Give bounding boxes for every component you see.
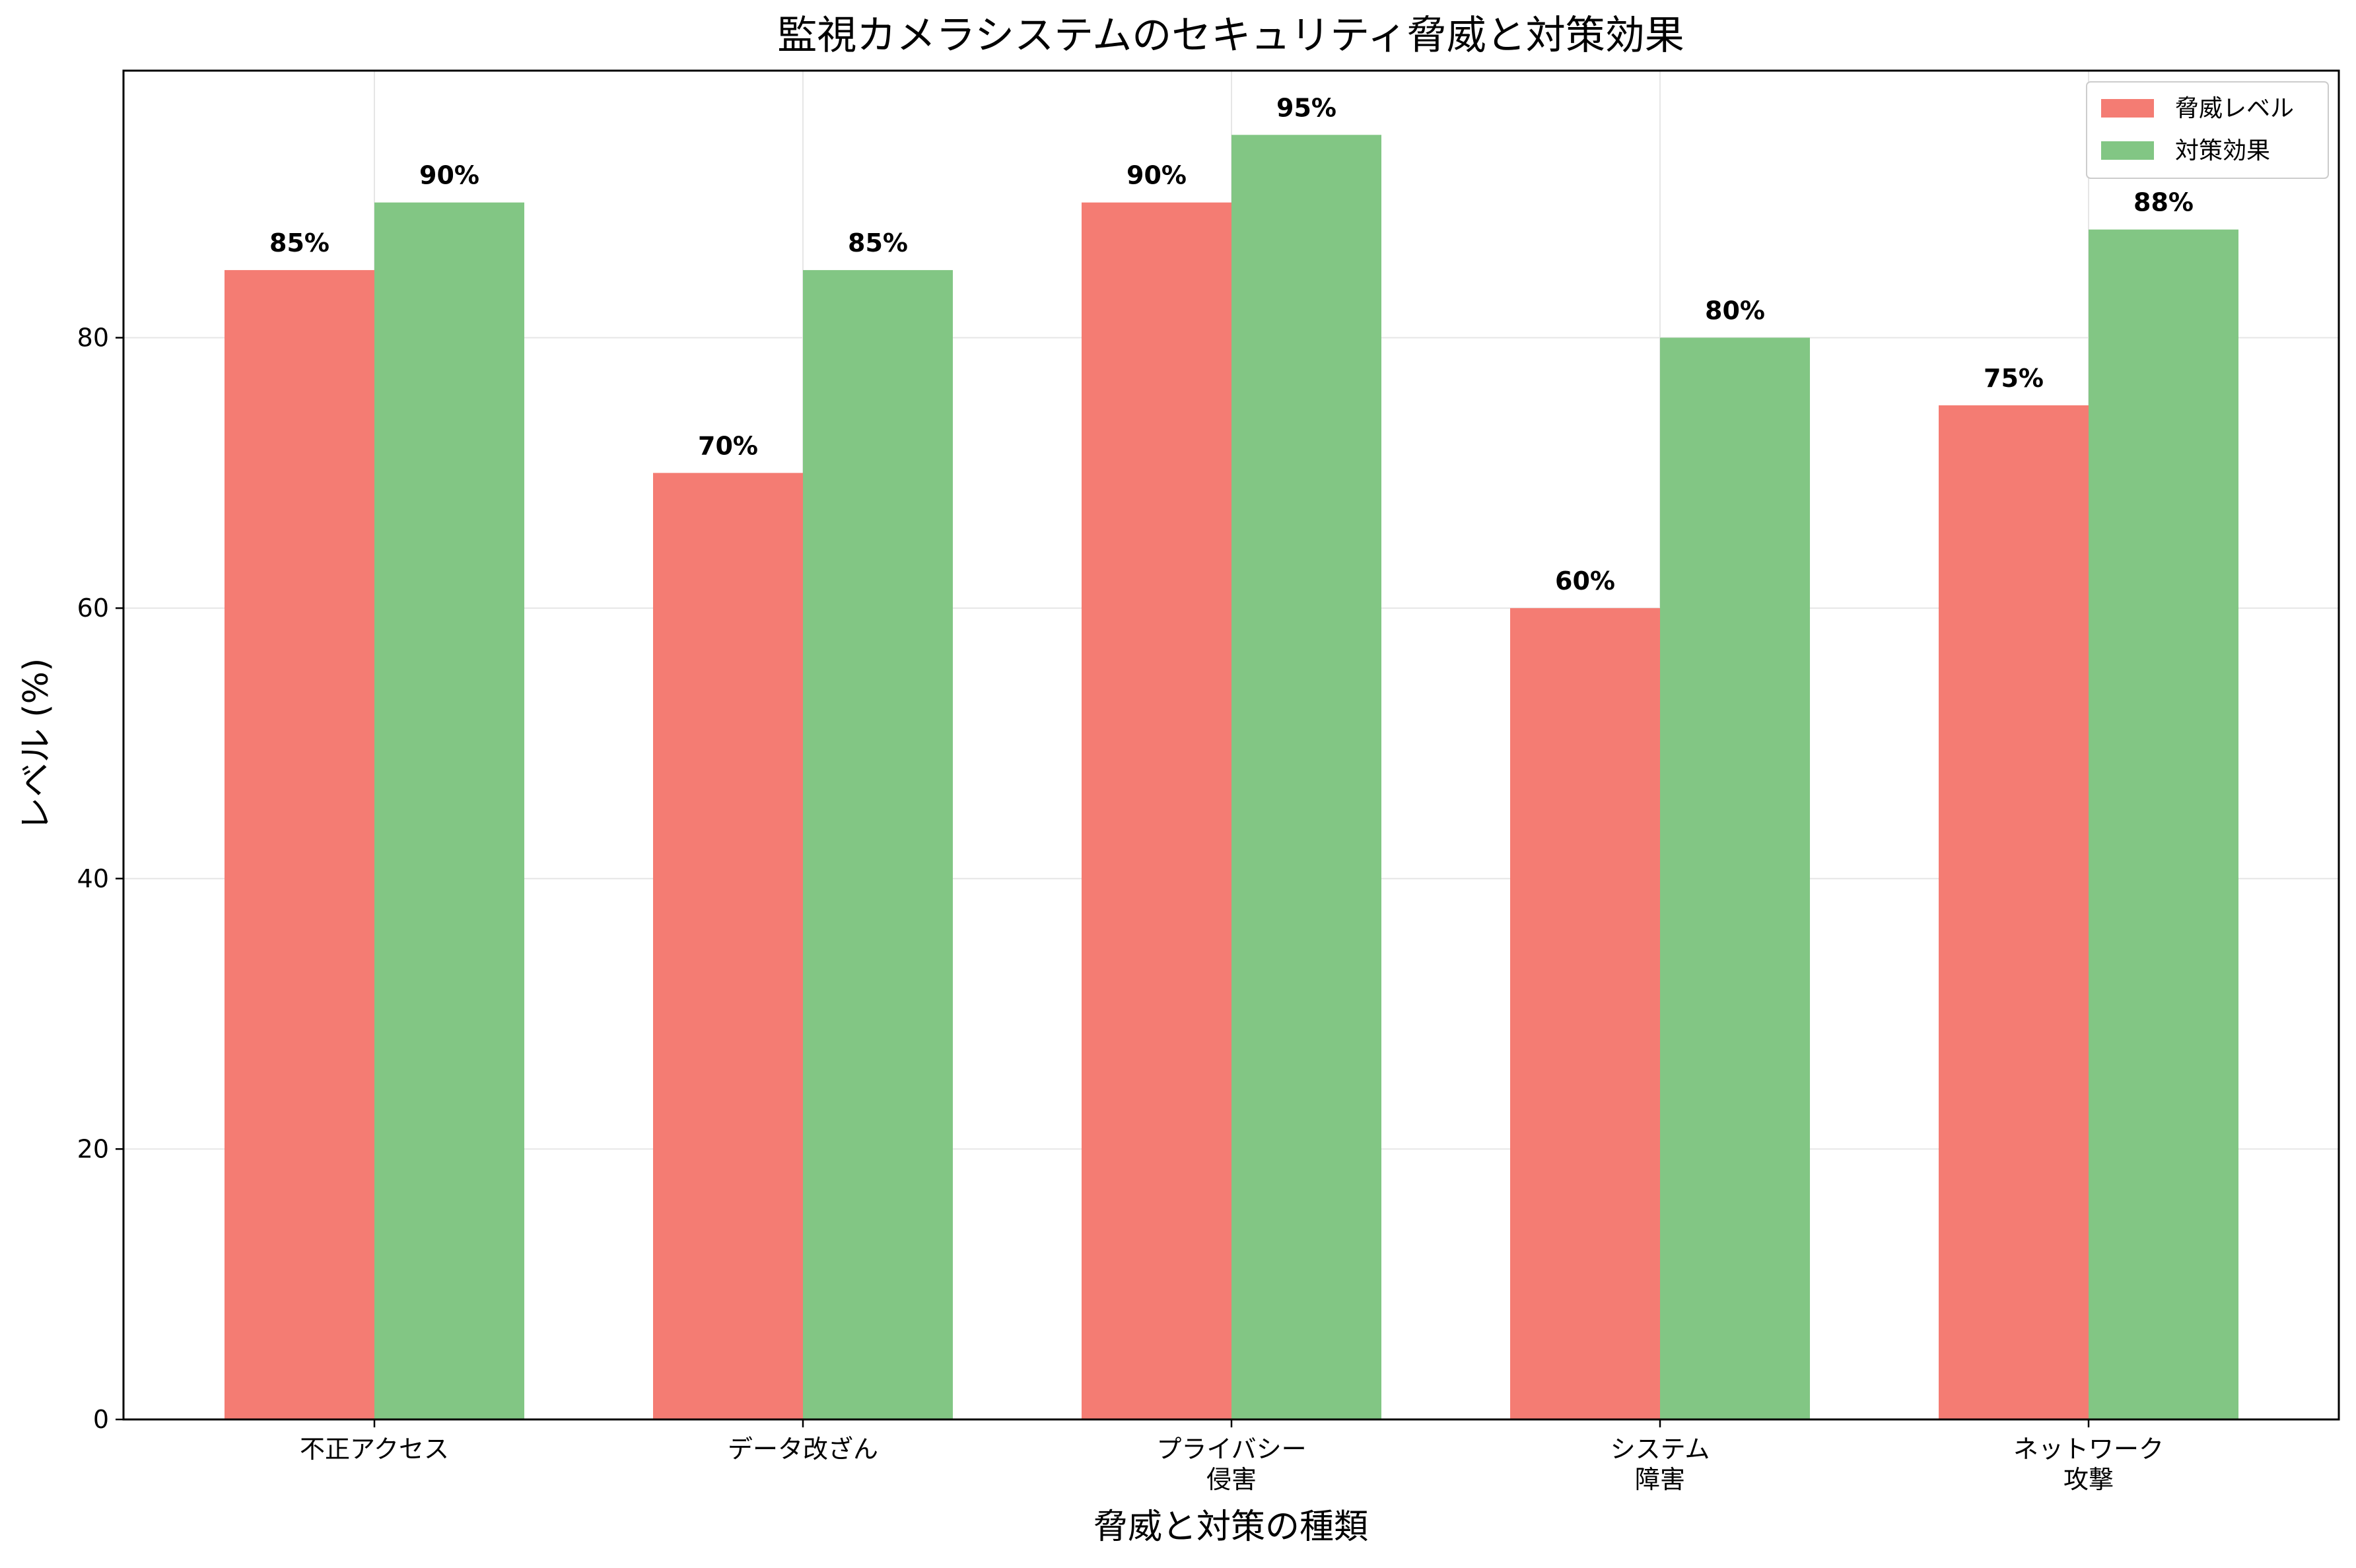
bar-layer — [225, 135, 2238, 1419]
y-axis-label: レベル (%) — [17, 658, 56, 832]
bar-countermeasure — [374, 202, 524, 1419]
data-label: 60% — [1555, 566, 1615, 596]
y-tick-label: 20 — [77, 1134, 109, 1163]
bar-countermeasure — [1660, 337, 1810, 1419]
legend-label: 脅威レベル — [2175, 95, 2294, 122]
x-tick-label: プライバシー侵害 — [1156, 1435, 1306, 1494]
bar-threat — [1510, 608, 1660, 1419]
bar-threat — [1082, 202, 1231, 1419]
legend-label: 対策効果 — [2175, 137, 2270, 164]
y-tick-label: 80 — [77, 324, 109, 353]
chart-title: 監視カメラシステムのセキュリティ脅威と対策効果 — [777, 13, 1684, 59]
data-label: 85% — [848, 228, 908, 257]
y-tick-label: 40 — [77, 864, 109, 893]
y-tick-label: 0 — [93, 1405, 109, 1434]
data-label: 75% — [1984, 364, 2044, 393]
bar-threat — [1939, 405, 2089, 1419]
x-tick-label: システム障害 — [1611, 1435, 1710, 1494]
y-tick-label: 60 — [77, 594, 109, 623]
x-tick-label: データ改ざん — [728, 1435, 878, 1464]
data-label: 80% — [1705, 296, 1765, 325]
bar-threat — [653, 473, 803, 1419]
data-label: 90% — [419, 161, 479, 190]
tick-layer: 0 20 40 60 80 不正アクセス データ改ざん プライバシー侵害 システム障害 ネットワー… — [77, 324, 2164, 1494]
label-layer: 85% 70% 90% 60% 75% 90% 85% 95% 80% 88% — [269, 93, 2194, 596]
legend-swatch — [2101, 141, 2154, 160]
legend-swatch — [2101, 99, 2154, 118]
data-label: 90% — [1126, 161, 1187, 190]
x-tick-label: 不正アクセス — [300, 1435, 449, 1464]
x-axis-label: 脅威と対策の種類 — [1093, 1507, 1368, 1547]
data-label: 85% — [269, 228, 329, 257]
data-label: 95% — [1276, 93, 1336, 122]
bar-countermeasure — [2089, 229, 2238, 1419]
bar-countermeasure — [803, 270, 953, 1419]
data-label: 88% — [2133, 188, 2194, 217]
x-tick-label: ネットワーク攻撃 — [2013, 1435, 2164, 1494]
data-label: 70% — [698, 431, 758, 460]
bar-threat — [225, 270, 374, 1419]
bar-countermeasure — [1231, 135, 1381, 1419]
